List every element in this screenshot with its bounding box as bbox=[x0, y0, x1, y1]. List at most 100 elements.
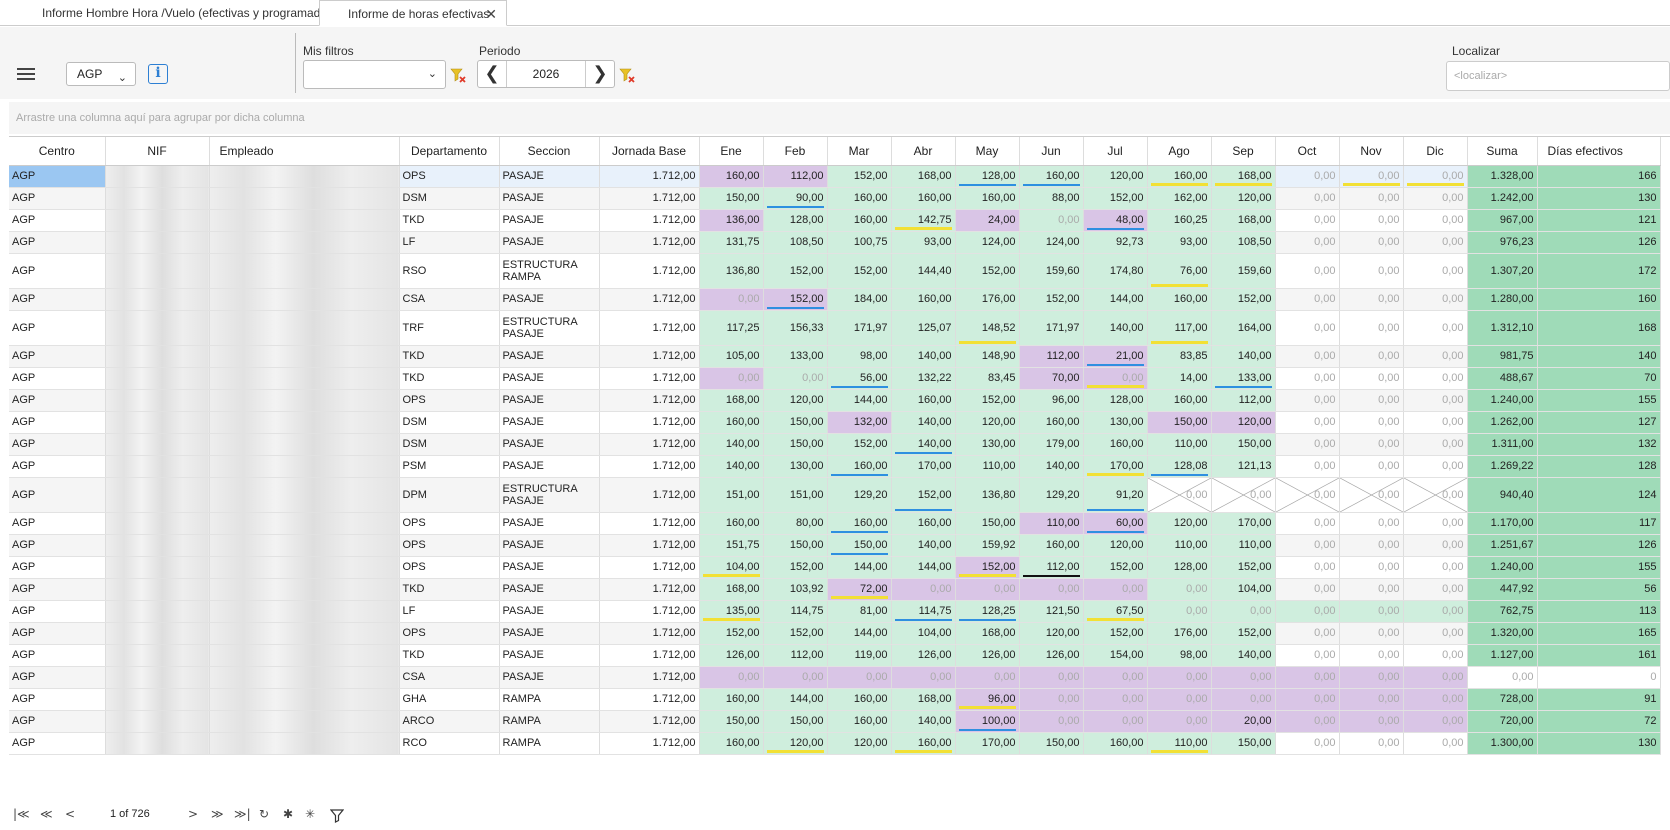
cell-dias-efectivos[interactable]: 126 bbox=[1537, 231, 1661, 254]
cell-month[interactable]: 150,00 bbox=[763, 710, 828, 733]
cell-month[interactable]: 140,00 bbox=[891, 411, 956, 434]
cell-month[interactable]: 0,00 bbox=[1339, 455, 1404, 478]
cell-month[interactable]: 170,00 bbox=[955, 732, 1020, 755]
cell-month[interactable]: 0,00 bbox=[1275, 367, 1340, 390]
cell-dias-efectivos[interactable]: 91 bbox=[1537, 688, 1661, 711]
cell-month[interactable]: 0,00 bbox=[1275, 165, 1340, 188]
cell-month[interactable]: 160,00 bbox=[827, 209, 892, 232]
cell-jornada-base[interactable]: 1.712,00 bbox=[599, 345, 700, 368]
cell-empleado[interactable] bbox=[209, 209, 400, 232]
column-header[interactable]: Nov bbox=[1339, 137, 1404, 166]
cell-month[interactable]: 140,00 bbox=[891, 534, 956, 557]
cell-month[interactable]: 168,00 bbox=[699, 578, 764, 601]
cell-month[interactable]: 110,00 bbox=[1211, 534, 1276, 557]
cell-jornada-base[interactable]: 1.712,00 bbox=[599, 455, 700, 478]
cell-jornada-base[interactable]: 1.712,00 bbox=[599, 310, 700, 346]
cell-empleado[interactable] bbox=[209, 512, 400, 535]
column-header[interactable]: Mar bbox=[827, 137, 892, 166]
cell-seccion[interactable]: RAMPA bbox=[499, 710, 600, 733]
cell-month[interactable]: 121,13 bbox=[1211, 455, 1276, 478]
cell-jornada-base[interactable]: 1.712,00 bbox=[599, 534, 700, 557]
cell-month[interactable]: 129,20 bbox=[1019, 477, 1084, 513]
cell-centro[interactable]: AGP bbox=[9, 622, 106, 645]
cell-month[interactable]: 120,00 bbox=[763, 732, 828, 755]
cell-suma[interactable]: 762,75 bbox=[1467, 600, 1538, 623]
cell-centro[interactable]: AGP bbox=[9, 310, 106, 346]
cell-jornada-base[interactable]: 1.712,00 bbox=[599, 732, 700, 755]
cell-centro[interactable]: AGP bbox=[9, 578, 106, 601]
cell-month[interactable]: 168,00 bbox=[1211, 209, 1276, 232]
cell-jornada-base[interactable]: 1.712,00 bbox=[599, 556, 700, 579]
cell-nif[interactable] bbox=[105, 556, 210, 579]
close-icon[interactable]: ✕ bbox=[485, 6, 497, 22]
cell-month[interactable]: 152,00 bbox=[1211, 622, 1276, 645]
cell-month[interactable]: 0,00 bbox=[1403, 231, 1468, 254]
cell-month[interactable]: 128,00 bbox=[1147, 556, 1212, 579]
cell-month[interactable]: 150,00 bbox=[1019, 732, 1084, 755]
cell-departamento[interactable]: TKD bbox=[399, 367, 500, 390]
cell-dias-efectivos[interactable]: 70 bbox=[1537, 367, 1661, 390]
cell-month[interactable]: 126,00 bbox=[891, 644, 956, 667]
cell-month[interactable]: 152,00 bbox=[955, 389, 1020, 412]
cell-month[interactable]: 0,00 bbox=[1019, 666, 1084, 689]
cell-month[interactable]: 0,00 bbox=[1403, 310, 1468, 346]
cell-month[interactable]: 0,00 bbox=[1339, 165, 1404, 188]
cell-month[interactable]: 70,00 bbox=[1019, 367, 1084, 390]
cell-jornada-base[interactable]: 1.712,00 bbox=[599, 411, 700, 434]
cell-month[interactable]: 168,00 bbox=[1211, 165, 1276, 188]
cell-month[interactable]: 160,00 bbox=[699, 165, 764, 188]
cell-suma[interactable]: 1.269,22 bbox=[1467, 455, 1538, 478]
filter-clear-icon[interactable] bbox=[450, 67, 466, 83]
cell-dias-efectivos[interactable]: 130 bbox=[1537, 732, 1661, 755]
cell-centro[interactable]: AGP bbox=[9, 389, 106, 412]
cell-month[interactable]: 159,60 bbox=[1211, 253, 1276, 289]
cell-month[interactable]: 160,00 bbox=[891, 732, 956, 755]
cell-month[interactable]: 150,00 bbox=[763, 411, 828, 434]
cell-suma[interactable]: 1.300,00 bbox=[1467, 732, 1538, 755]
cell-month[interactable]: 168,00 bbox=[891, 688, 956, 711]
cell-empleado[interactable] bbox=[209, 732, 400, 755]
cell-centro[interactable]: AGP bbox=[9, 367, 106, 390]
cell-month[interactable]: 0,00 bbox=[1083, 688, 1148, 711]
cell-month[interactable]: 144,00 bbox=[827, 622, 892, 645]
cell-suma[interactable]: 1.251,67 bbox=[1467, 534, 1538, 557]
cell-dias-efectivos[interactable]: 56 bbox=[1537, 578, 1661, 601]
cell-jornada-base[interactable]: 1.712,00 bbox=[599, 367, 700, 390]
cell-empleado[interactable] bbox=[209, 288, 400, 311]
cell-empleado[interactable] bbox=[209, 578, 400, 601]
cell-month[interactable]: 0,00 bbox=[1275, 732, 1340, 755]
arrow-left-icon[interactable]: ❮ bbox=[478, 61, 507, 87]
info-icon[interactable]: i bbox=[148, 64, 168, 84]
table-row[interactable]: AGP DSM PASAJE 1.712,00 150,00 90,00 160,00 160… bbox=[9, 187, 1661, 210]
cell-centro[interactable]: AGP bbox=[9, 345, 106, 368]
cell-month[interactable]: 126,00 bbox=[955, 644, 1020, 667]
cell-centro[interactable]: AGP bbox=[9, 477, 106, 513]
cell-month[interactable]: 0,00 bbox=[1339, 578, 1404, 601]
cell-month[interactable]: 130,00 bbox=[955, 433, 1020, 456]
cell-seccion[interactable]: PASAJE bbox=[499, 231, 600, 254]
cell-month[interactable]: 112,00 bbox=[763, 165, 828, 188]
cell-departamento[interactable]: OPS bbox=[399, 512, 500, 535]
cell-departamento[interactable]: OPS bbox=[399, 534, 500, 557]
cell-seccion[interactable]: PASAJE bbox=[499, 165, 600, 188]
cell-jornada-base[interactable]: 1.712,00 bbox=[599, 187, 700, 210]
cell-jornada-base[interactable]: 1.712,00 bbox=[599, 644, 700, 667]
cell-month[interactable]: 120,00 bbox=[1083, 534, 1148, 557]
cell-suma[interactable]: 1.242,00 bbox=[1467, 187, 1538, 210]
cell-month[interactable]: 160,00 bbox=[1019, 165, 1084, 188]
cell-month[interactable]: 125,07 bbox=[891, 310, 956, 346]
cell-month[interactable]: 90,00 bbox=[763, 187, 828, 210]
cell-month[interactable]: 140,00 bbox=[1211, 345, 1276, 368]
cell-month[interactable]: 0,00 bbox=[1339, 512, 1404, 535]
column-header[interactable]: Jun bbox=[1019, 137, 1084, 166]
cell-month[interactable]: 126,00 bbox=[699, 644, 764, 667]
table-row[interactable]: AGP DSM PASAJE 1.712,00 140,00 150,00 152,00 14… bbox=[9, 433, 1661, 456]
cell-month[interactable]: 21,00 bbox=[1083, 345, 1148, 368]
cell-month[interactable]: 170,00 bbox=[1083, 455, 1148, 478]
cell-month[interactable]: 120,00 bbox=[955, 411, 1020, 434]
cell-centro[interactable]: AGP bbox=[9, 455, 106, 478]
filter-clear-icon[interactable] bbox=[619, 67, 635, 83]
cell-month[interactable]: 168,00 bbox=[891, 165, 956, 188]
cell-month[interactable]: 117,00 bbox=[1147, 310, 1212, 346]
cell-month[interactable]: 128,00 bbox=[1083, 389, 1148, 412]
